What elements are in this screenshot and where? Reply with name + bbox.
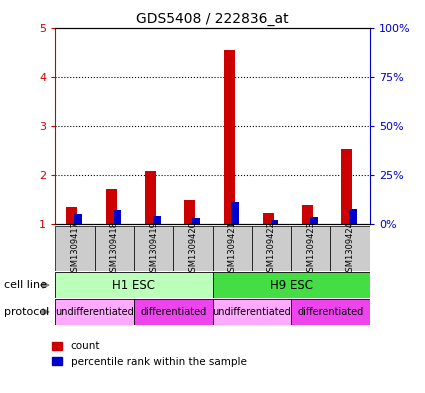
- Bar: [291, 299, 370, 325]
- Text: undifferentiated: undifferentiated: [55, 307, 134, 317]
- Text: GSM1309417: GSM1309417: [71, 220, 79, 277]
- Bar: [55, 272, 212, 298]
- Bar: [134, 299, 212, 325]
- Bar: [74, 214, 82, 224]
- Bar: [134, 226, 173, 271]
- Bar: [212, 226, 252, 271]
- Text: differentiated: differentiated: [298, 307, 363, 317]
- Bar: [105, 189, 116, 224]
- Text: cell line: cell line: [4, 280, 47, 290]
- Text: GSM1309424: GSM1309424: [346, 220, 354, 277]
- Bar: [192, 218, 200, 224]
- Bar: [55, 226, 94, 271]
- Text: protocol: protocol: [4, 307, 49, 317]
- Bar: [145, 171, 156, 224]
- Bar: [310, 217, 318, 224]
- Bar: [212, 272, 370, 298]
- Bar: [341, 149, 352, 224]
- Title: GDS5408 / 222836_at: GDS5408 / 222836_at: [136, 13, 289, 26]
- Bar: [331, 226, 370, 271]
- Text: GSM1309423: GSM1309423: [306, 220, 315, 277]
- Text: H1 ESC: H1 ESC: [112, 279, 156, 292]
- Bar: [252, 226, 291, 271]
- Text: GSM1309418: GSM1309418: [110, 220, 119, 277]
- Text: GSM1309421: GSM1309421: [228, 220, 237, 277]
- Bar: [184, 200, 195, 224]
- Bar: [113, 210, 121, 224]
- Text: H9 ESC: H9 ESC: [269, 279, 313, 292]
- Text: GSM1309419: GSM1309419: [149, 220, 158, 277]
- Bar: [212, 299, 291, 325]
- Text: GSM1309422: GSM1309422: [267, 220, 276, 277]
- Bar: [291, 226, 331, 271]
- Bar: [55, 299, 134, 325]
- Bar: [271, 220, 278, 224]
- Text: differentiated: differentiated: [140, 307, 206, 317]
- Bar: [224, 50, 235, 224]
- Bar: [94, 226, 134, 271]
- Bar: [153, 216, 161, 224]
- Bar: [302, 205, 313, 224]
- Bar: [173, 226, 212, 271]
- Bar: [66, 207, 77, 224]
- Text: GSM1309420: GSM1309420: [188, 220, 197, 277]
- Legend: count, percentile rank within the sample: count, percentile rank within the sample: [52, 342, 246, 367]
- Text: undifferentiated: undifferentiated: [212, 307, 291, 317]
- Bar: [232, 202, 239, 224]
- Bar: [349, 209, 357, 224]
- Bar: [263, 213, 274, 224]
